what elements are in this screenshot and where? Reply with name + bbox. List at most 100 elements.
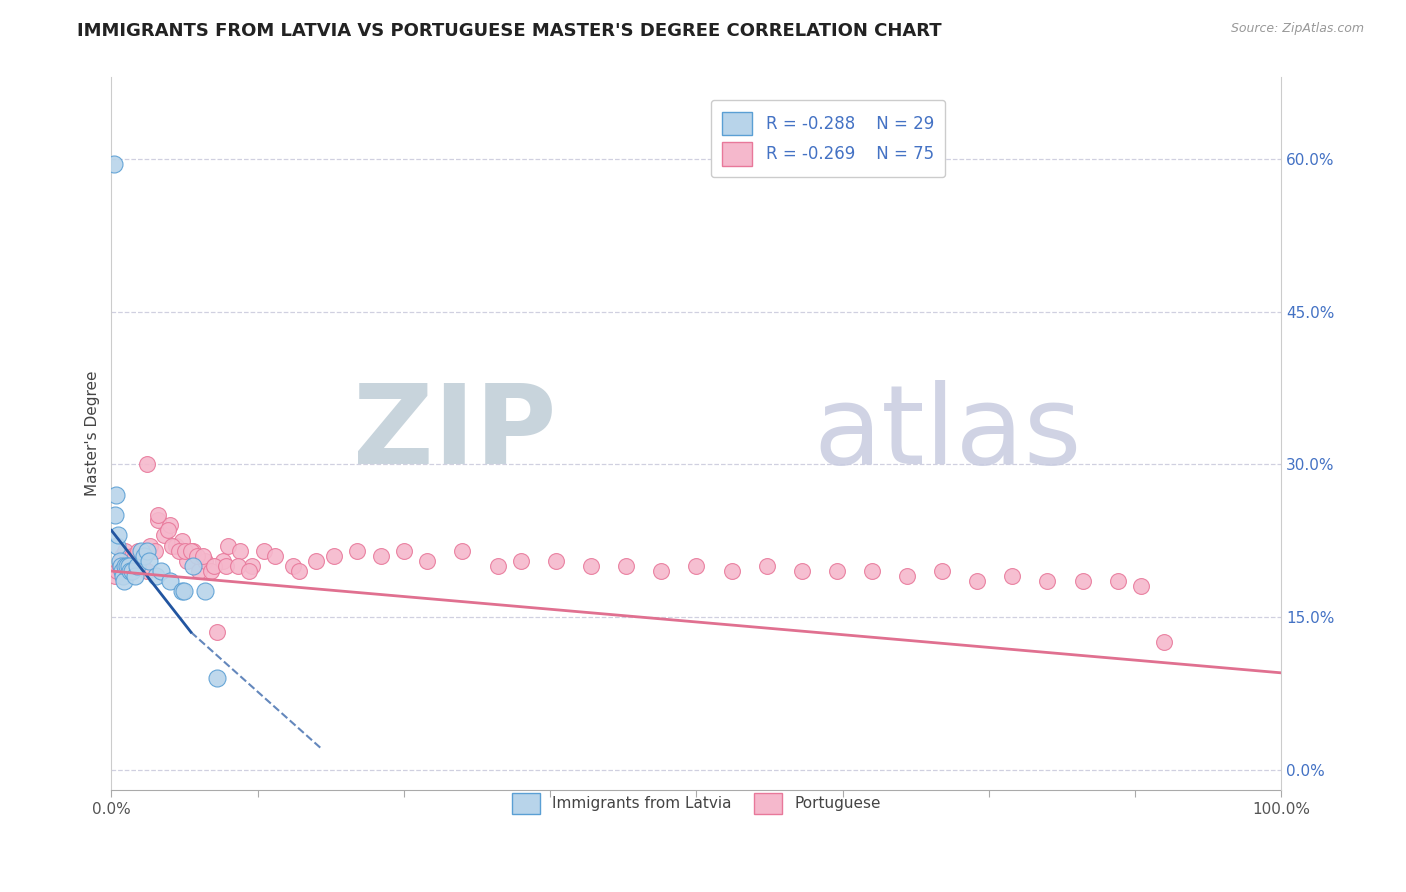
Point (205, 625, 228, 640)
Point (148, 513, 170, 527)
Text: IMMIGRANTS FROM LATVIA VS PORTUGUESE MASTER'S DEGREE CORRELATION CHART: IMMIGRANTS FROM LATVIA VS PORTUGUESE MAS… (77, 22, 942, 40)
Point (127, 543, 149, 558)
Point (143, 543, 166, 558)
Point (162, 539, 184, 553)
Point (114, 543, 136, 558)
Point (120, 564, 142, 578)
Point (392, 543, 415, 558)
Point (114, 559, 136, 574)
Point (860, 564, 883, 578)
Point (112, 569, 135, 583)
Point (1001, 569, 1024, 583)
Point (107, 528, 129, 542)
Point (165, 539, 187, 553)
Point (129, 543, 152, 558)
Point (650, 564, 672, 578)
Point (720, 564, 742, 578)
Point (614, 559, 637, 574)
Point (544, 554, 567, 568)
Point (112, 559, 135, 574)
Point (134, 549, 156, 563)
Point (685, 559, 707, 574)
Point (105, 539, 128, 553)
Point (287, 564, 309, 578)
Point (118, 554, 141, 568)
Point (755, 559, 778, 574)
Text: Source: ZipAtlas.com: Source: ZipAtlas.com (1230, 22, 1364, 36)
Text: atlas: atlas (814, 380, 1081, 487)
Point (169, 543, 191, 558)
Point (486, 559, 509, 574)
Point (118, 559, 141, 574)
Point (579, 559, 602, 574)
Point (135, 564, 157, 578)
Point (211, 554, 233, 568)
Point (127, 559, 149, 574)
Point (148, 508, 170, 522)
Point (104, 569, 127, 583)
Point (139, 539, 162, 553)
Point (322, 549, 344, 563)
Point (200, 564, 222, 578)
Point (159, 518, 181, 533)
Point (115, 559, 138, 574)
Point (966, 574, 988, 589)
Point (159, 574, 181, 589)
Point (825, 564, 848, 578)
Point (896, 569, 918, 583)
Point (1130, 579, 1153, 593)
Point (103, 157, 125, 171)
Point (138, 554, 160, 568)
Point (305, 554, 328, 568)
Point (108, 559, 131, 574)
Point (202, 559, 225, 574)
Point (931, 564, 953, 578)
Point (124, 569, 146, 583)
Point (451, 543, 474, 558)
Point (111, 564, 134, 578)
Legend: Immigrants from Latvia, Portuguese: Immigrants from Latvia, Portuguese (502, 782, 891, 825)
Point (188, 564, 211, 578)
Point (346, 543, 368, 558)
Y-axis label: Master's Degree: Master's Degree (86, 371, 100, 497)
Point (112, 574, 135, 589)
Point (264, 549, 287, 563)
Point (117, 559, 139, 574)
Point (153, 528, 176, 542)
Point (509, 554, 531, 568)
Point (104, 508, 127, 522)
Point (156, 524, 179, 538)
Point (252, 543, 274, 558)
Point (217, 539, 239, 553)
Point (1107, 574, 1129, 589)
Point (110, 559, 132, 574)
Point (181, 543, 204, 558)
Point (191, 549, 214, 563)
Point (108, 554, 131, 568)
Point (281, 559, 304, 574)
Point (205, 671, 228, 685)
Point (170, 533, 193, 548)
Point (124, 549, 146, 563)
Point (145, 569, 167, 583)
Point (229, 543, 252, 558)
Point (240, 559, 263, 574)
Point (790, 564, 813, 578)
Point (170, 584, 193, 599)
Point (121, 564, 143, 578)
Point (131, 554, 153, 568)
Point (135, 457, 157, 471)
Point (135, 543, 157, 558)
Point (173, 584, 195, 599)
Point (174, 543, 197, 558)
Point (105, 488, 128, 502)
Point (370, 549, 392, 563)
Point (186, 549, 208, 563)
Point (1153, 635, 1175, 649)
Point (226, 559, 249, 574)
Point (105, 564, 128, 578)
Point (416, 554, 439, 568)
Point (176, 554, 198, 568)
Point (149, 564, 172, 578)
Text: ZIP: ZIP (353, 380, 555, 487)
